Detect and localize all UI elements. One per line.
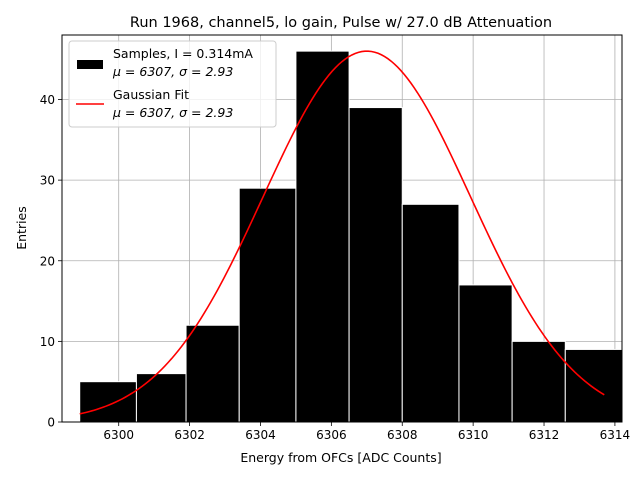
histogram-bar <box>79 381 137 423</box>
legend-samples-label: Samples, I = 0.314mA <box>113 46 253 61</box>
x-axis-ticks: 6300 6302 6304 6306 6308 6310 6312 6314 <box>103 422 630 442</box>
x-tick-label: 6304 <box>245 428 276 442</box>
histogram-bar <box>295 50 350 423</box>
legend-samples-swatch <box>77 60 103 69</box>
histogram-bar <box>401 203 460 423</box>
legend-fit-stats: μ = 6307, σ = 2.93 <box>112 105 233 120</box>
y-axis-ticks: 0 10 20 30 40 <box>40 93 62 430</box>
chart-title: Run 1968, channel5, lo gain, Pulse w/ 27… <box>130 15 552 31</box>
legend-fit-label: Gaussian Fit <box>113 87 189 102</box>
legend-box <box>68 40 277 128</box>
y-tick-label: 30 <box>40 174 55 188</box>
legend: Samples, I = 0.314mA μ = 6307, σ = 2.93 … <box>68 40 277 128</box>
gaussian-fit-line <box>79 50 605 415</box>
y-tick-label: 10 <box>40 335 55 349</box>
x-tick-label: 6312 <box>529 428 560 442</box>
x-tick-label: 6306 <box>316 428 347 442</box>
y-tick-label: 20 <box>40 254 55 268</box>
x-axis-label: Energy from OFCs [ADC Counts] <box>240 450 441 465</box>
histogram-bar <box>511 340 566 423</box>
histogram-bar <box>185 324 240 423</box>
histogram-bar <box>458 284 513 423</box>
histogram-bar <box>135 373 187 423</box>
legend-samples-stats: μ = 6307, σ = 2.93 <box>112 64 233 79</box>
x-tick-label: 6310 <box>458 428 489 442</box>
y-axis-label: Entries <box>14 206 29 250</box>
histogram-bar <box>238 187 297 423</box>
x-tick-label: 6302 <box>174 428 205 442</box>
x-tick-label: 6308 <box>387 428 418 442</box>
histogram-bar <box>348 107 403 423</box>
histogram-bar <box>564 348 623 423</box>
plot-frame <box>61 34 623 423</box>
y-tick-label: 0 <box>47 416 55 430</box>
x-tick-label: 6300 <box>103 428 134 442</box>
y-tick-label: 40 <box>40 93 55 107</box>
x-tick-label: 6314 <box>600 428 631 442</box>
